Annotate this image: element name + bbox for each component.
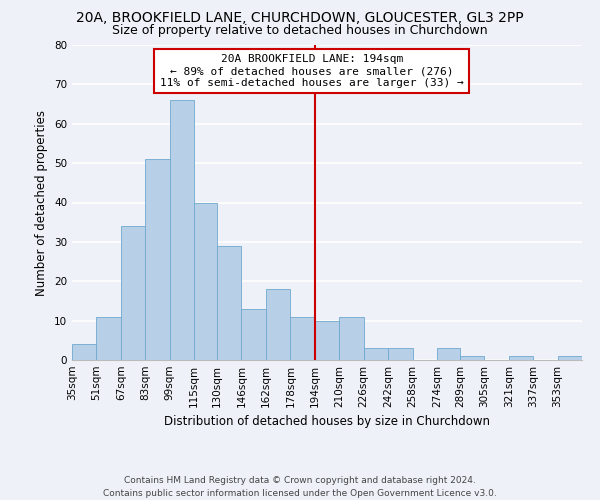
Bar — [194, 202, 217, 360]
Y-axis label: Number of detached properties: Number of detached properties — [35, 110, 49, 296]
Text: Size of property relative to detached houses in Churchdown: Size of property relative to detached ho… — [112, 24, 488, 37]
Bar — [388, 348, 413, 360]
Bar — [364, 348, 388, 360]
Bar — [217, 246, 241, 360]
Bar — [290, 316, 315, 360]
Bar — [97, 316, 121, 360]
Text: Contains HM Land Registry data © Crown copyright and database right 2024.
Contai: Contains HM Land Registry data © Crown c… — [103, 476, 497, 498]
Bar — [339, 316, 364, 360]
Bar — [437, 348, 460, 360]
Bar — [315, 320, 339, 360]
Text: 20A BROOKFIELD LANE: 194sqm
← 89% of detached houses are smaller (276)
11% of se: 20A BROOKFIELD LANE: 194sqm ← 89% of det… — [160, 54, 464, 88]
Bar — [121, 226, 145, 360]
Bar — [241, 309, 266, 360]
Bar — [460, 356, 484, 360]
Bar — [266, 289, 290, 360]
Bar — [170, 100, 194, 360]
Text: 20A, BROOKFIELD LANE, CHURCHDOWN, GLOUCESTER, GL3 2PP: 20A, BROOKFIELD LANE, CHURCHDOWN, GLOUCE… — [76, 11, 524, 25]
Bar — [557, 356, 582, 360]
Bar — [145, 159, 170, 360]
Bar — [509, 356, 533, 360]
Bar — [72, 344, 97, 360]
X-axis label: Distribution of detached houses by size in Churchdown: Distribution of detached houses by size … — [164, 416, 490, 428]
